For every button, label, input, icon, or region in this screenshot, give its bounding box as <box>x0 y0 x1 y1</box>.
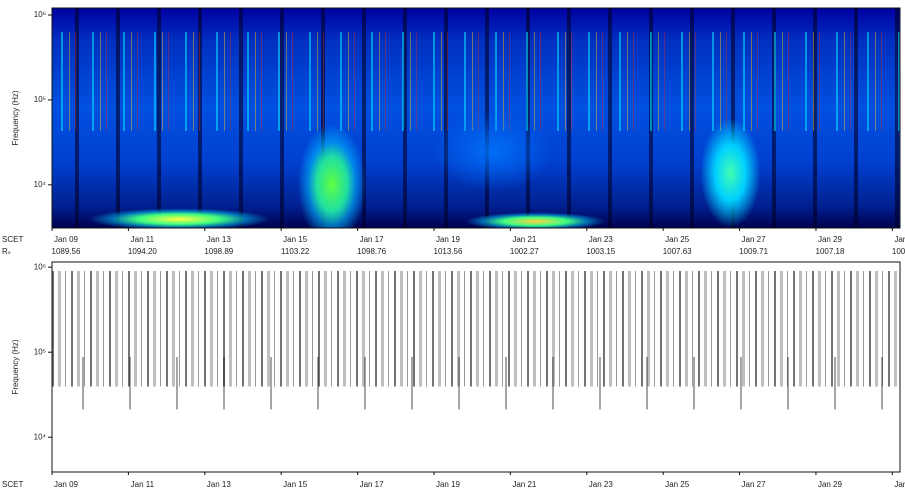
x-tick-label: Jan 21 <box>512 235 537 244</box>
y-axis-label: Frequency (Hz) <box>11 90 20 145</box>
y-tick-label: 10⁶ <box>34 10 46 19</box>
x-tick-sublabel: 1098.76 <box>357 247 386 256</box>
plot-frame <box>51 261 901 473</box>
x-tick-label: Jan 19 <box>436 480 461 489</box>
x-tick-sublabel: 1002.27 <box>510 247 539 256</box>
x-tick-sublabel: 1007.18 <box>816 247 845 256</box>
x-tick-label: Jan 27 <box>742 235 767 244</box>
x-tick-label: Jan 15 <box>283 480 308 489</box>
y-tick-label: 10⁵ <box>34 95 46 104</box>
x-tick-label: Jan 15 <box>283 235 308 244</box>
x-tick-label: Jan 09 <box>54 235 79 244</box>
x-tick-label: Jan 25 <box>665 480 690 489</box>
x-tick-label: Jan 13 <box>207 480 232 489</box>
x-tick-label: Jan 13 <box>207 235 232 244</box>
x-tick-sublabel: 1098.89 <box>204 247 233 256</box>
x-tick-sublabel: 1089.56 <box>52 247 81 256</box>
x-tick-label: Jan 29 <box>818 235 843 244</box>
x-tick-label: Jan 11 <box>131 235 155 244</box>
x-tick-label: Jan 19 <box>436 235 461 244</box>
x-tick-label: Jan 31 <box>894 235 905 244</box>
y-axis-label: Frequency (Hz) <box>11 339 20 394</box>
x-tick-label: Jan 11 <box>131 480 155 489</box>
x-tick-label: Jan 17 <box>360 235 385 244</box>
y-tick-label: 10⁶ <box>34 262 46 271</box>
x-tick-sublabel: 1103.22 <box>281 247 310 256</box>
x-tick-label: Jan 31 <box>894 480 905 489</box>
x-tick-label: Jan 09 <box>54 480 79 489</box>
x-tick-label: Jan 25 <box>665 235 690 244</box>
x-tick-label: Jan 21 <box>512 480 537 489</box>
x-tick-sublabel: 1094.20 <box>128 247 157 256</box>
x-tick-sublabel: 1007.63 <box>663 247 692 256</box>
x-tick-sublabel: 1007.05 <box>892 247 905 256</box>
x-row-label: Rₛ <box>2 247 11 256</box>
x-tick-label: Jan 17 <box>360 480 385 489</box>
plot-frame <box>51 7 901 229</box>
x-row-label: SCET <box>2 480 23 489</box>
x-tick-sublabel: 1009.71 <box>739 247 768 256</box>
x-tick-label: Jan 23 <box>589 480 614 489</box>
y-tick-label: 10⁵ <box>34 347 46 356</box>
y-tick-label: 10⁴ <box>34 180 47 189</box>
x-tick-label: Jan 29 <box>818 480 843 489</box>
x-tick-sublabel: 1003.15 <box>586 247 615 256</box>
x-tick-label: Jan 23 <box>589 235 614 244</box>
spectrogram-image <box>52 8 900 228</box>
y-tick-label: 10⁴ <box>34 432 47 441</box>
x-tick-sublabel: 1013.56 <box>434 247 463 256</box>
x-tick-label: Jan 27 <box>742 480 767 489</box>
x-row-label: SCET <box>2 235 23 244</box>
spectrogram-image <box>52 262 900 472</box>
